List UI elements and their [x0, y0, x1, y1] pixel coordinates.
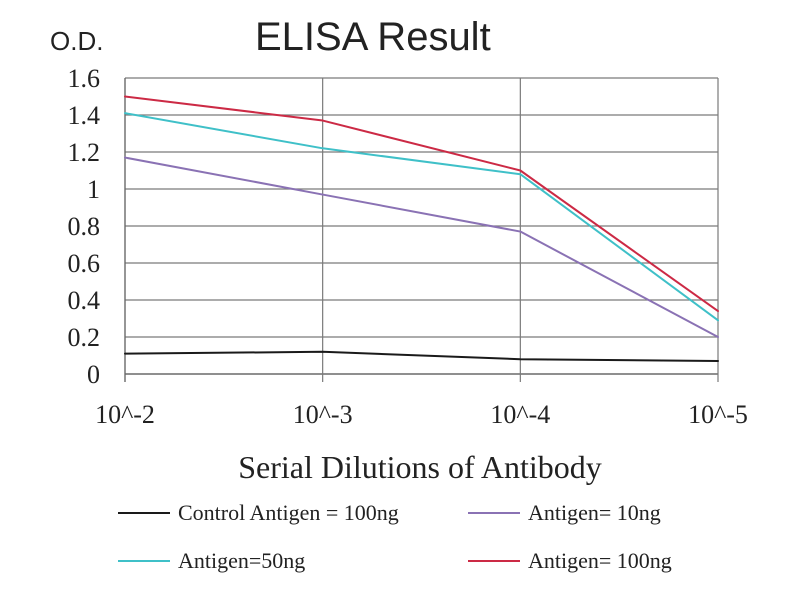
x-tick-labels: 10^-2 10^-3 10^-4 10^-5	[95, 400, 748, 429]
series-line-3	[124, 95, 719, 313]
y-tick-label: 1	[87, 175, 100, 204]
x-tick-label: 10^-4	[490, 400, 550, 429]
legend-label: Antigen=50ng	[178, 548, 305, 573]
legend-label: Antigen= 10ng	[528, 500, 661, 525]
y-tick-label: 0.4	[68, 286, 101, 315]
x-tick-label: 10^-5	[688, 400, 748, 429]
y-axis-label: O.D.	[50, 26, 103, 56]
y-tick-label: 1.4	[68, 101, 101, 130]
series-line-2	[124, 112, 719, 322]
y-tick-label: 0.6	[68, 249, 101, 278]
y-tick-label: 0.8	[68, 212, 101, 241]
x-tick-label: 10^-2	[95, 400, 155, 429]
legend: Control Antigen = 100ng Antigen= 10ng Anti…	[118, 500, 672, 573]
grid-layer	[124, 77, 719, 382]
x-axis-label: Serial Dilutions of Antibody	[238, 449, 602, 485]
series-layer	[124, 95, 719, 363]
legend-label: Control Antigen = 100ng	[178, 500, 399, 525]
series-line-0	[124, 350, 719, 363]
y-tick-label: 0.2	[68, 323, 101, 352]
y-tick-label: 1.6	[68, 64, 101, 93]
chart-title: ELISA Result	[255, 15, 491, 59]
y-tick-label: 1.2	[68, 138, 101, 167]
y-tick-labels: 0 0.2 0.4 0.6 0.8 1 1.2 1.4 1.6	[68, 64, 101, 389]
x-tick-label: 10^-3	[293, 400, 353, 429]
legend-label: Antigen= 100ng	[528, 548, 672, 573]
y-tick-label: 0	[87, 360, 100, 389]
series-line-1	[124, 156, 719, 338]
